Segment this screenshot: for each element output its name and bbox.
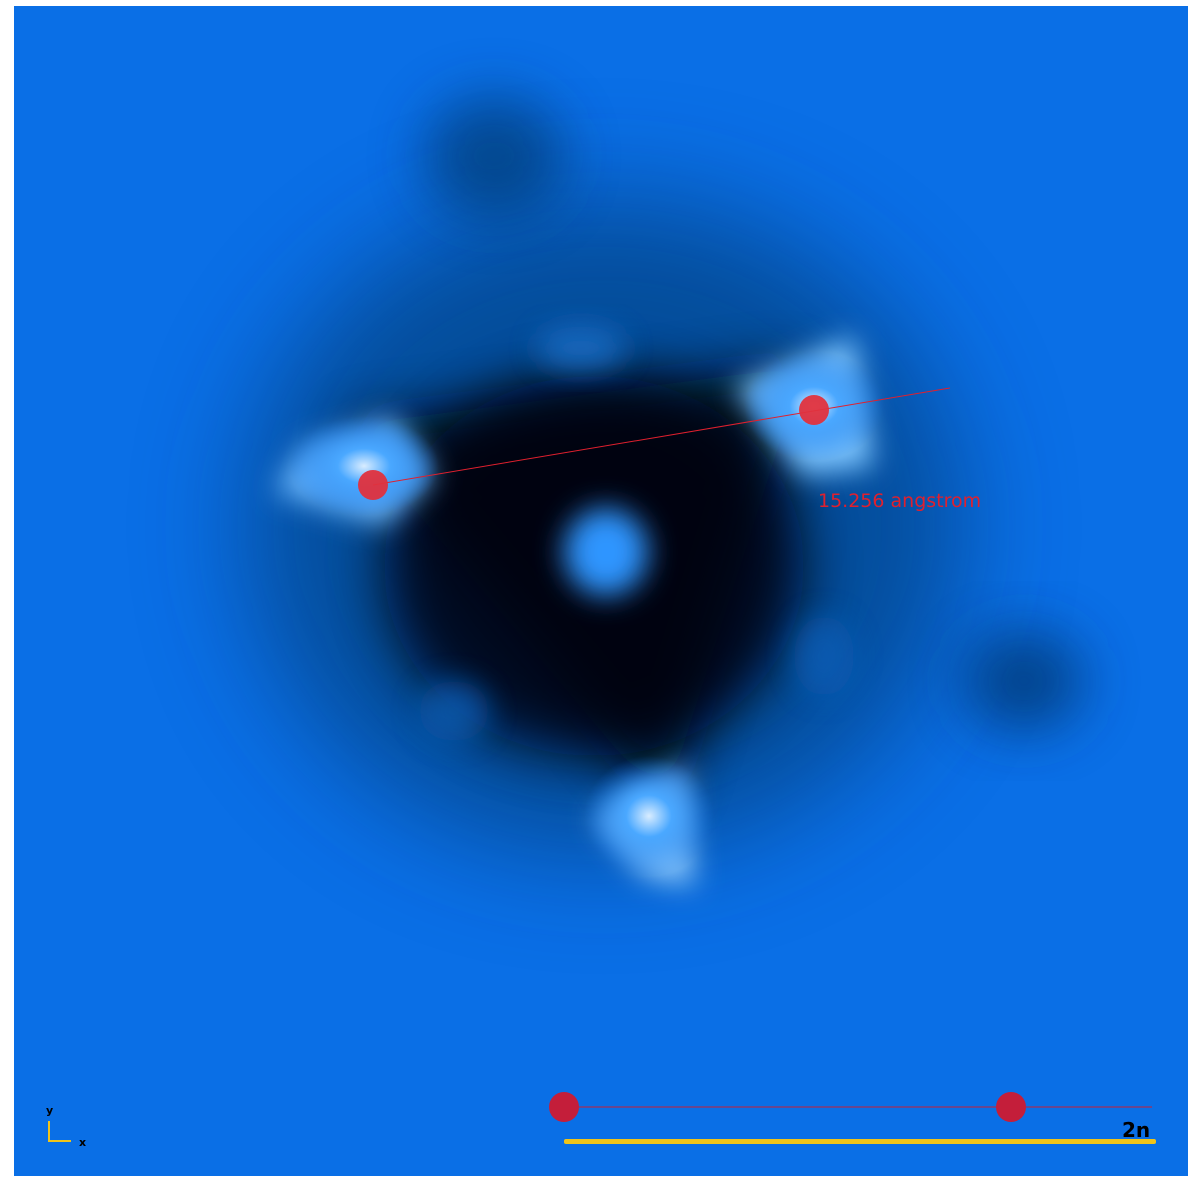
measurement-handle-start bbox=[358, 470, 388, 500]
scale-handle-left bbox=[549, 1092, 579, 1122]
microscopy-image bbox=[48, 96, 1156, 1144]
scale-bar-label: 2n bbox=[1122, 1118, 1151, 1142]
scale-bar-line bbox=[564, 1139, 1156, 1144]
scale-handle-right bbox=[996, 1092, 1026, 1122]
axis-x-label: x bbox=[79, 1136, 87, 1149]
bright-lobes bbox=[274, 326, 884, 886]
measurement-distance-label: 15.256 angstrom bbox=[818, 490, 982, 512]
axis-indicator bbox=[48, 1121, 71, 1142]
scale-bar bbox=[549, 1092, 1156, 1144]
axis-y-label: y bbox=[46, 1104, 54, 1117]
image-viewport[interactable]: 15.256 angstrom 2n y x bbox=[14, 6, 1188, 1176]
measurement-handle-end bbox=[799, 395, 829, 425]
measurement-line bbox=[372, 387, 951, 486]
measurement-tool[interactable] bbox=[358, 387, 951, 500]
